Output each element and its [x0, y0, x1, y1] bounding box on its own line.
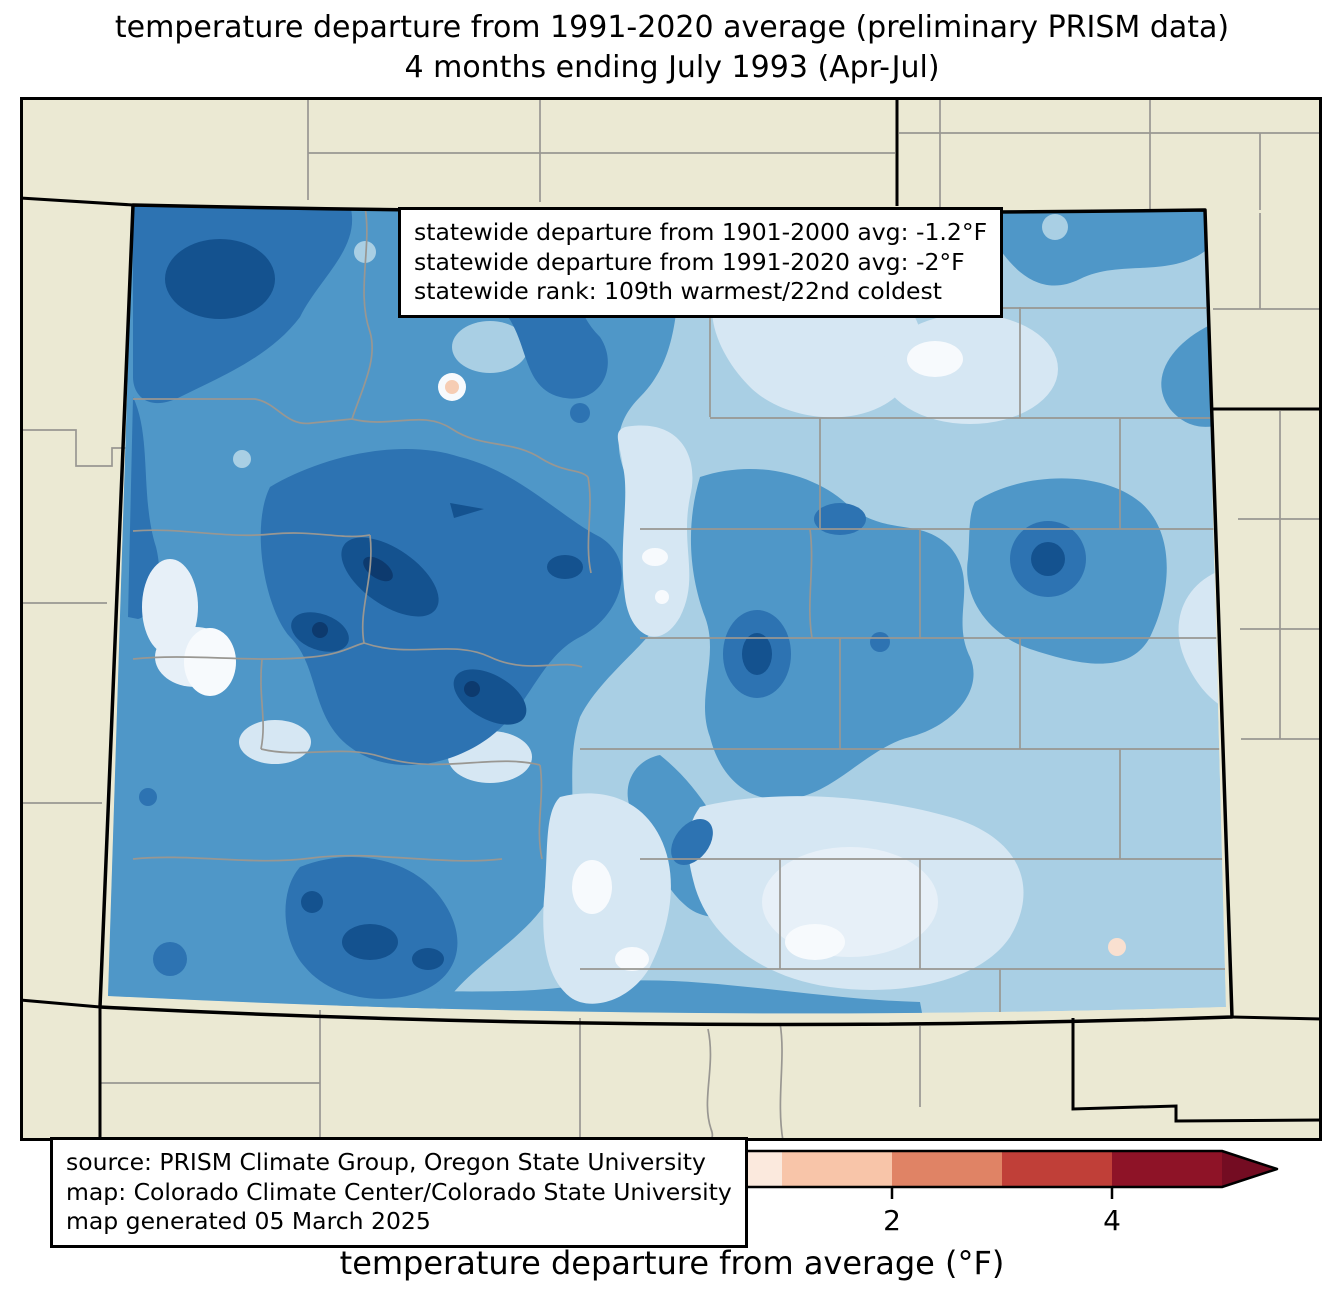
source-line-3: map generated 05 March 2025 — [66, 1207, 431, 1235]
neighbor-state-borders — [20, 97, 1322, 1141]
title-line-1: temperature departure from 1991-2020 ave… — [114, 10, 1230, 45]
source-attribution-box: source: PRISM Climate Group, Oregon Stat… — [50, 1137, 748, 1248]
fill-light-spots — [233, 214, 1068, 468]
map-plot-area: statewide departure from 1901-2000 avg: … — [20, 97, 1322, 1248]
stats-line-1: statewide departure from 1901-2000 avg: … — [414, 218, 988, 246]
colorbar-segment — [1002, 1151, 1113, 1187]
statewide-stats-box: statewide departure from 1901-2000 avg: … — [398, 207, 1004, 318]
colorbar-tick-label: 4 — [1103, 1204, 1121, 1237]
colorbar-segment — [1112, 1151, 1223, 1187]
outside-county-lines — [20, 97, 1322, 1141]
fill-near-white-spots — [184, 341, 963, 971]
warm-spot-southeast — [1108, 938, 1126, 956]
colorado-county-lines — [132, 206, 1226, 1014]
source-line-2: map: Colorado Climate Center/Colorado St… — [66, 1177, 732, 1206]
page-title: temperature departure from 1991-2020 ave… — [0, 8, 1344, 88]
colorbar-segment — [782, 1151, 893, 1187]
warm-anomaly-spots — [445, 380, 1126, 956]
stats-line-3: statewide rank: 109th warmest/22nd colde… — [414, 277, 942, 305]
title-line-2: 4 months ending July 1993 (Apr-Jul) — [404, 50, 940, 85]
colorbar-segment — [892, 1151, 1003, 1187]
colorbar-axis-label: temperature departure from average (°F) — [340, 1244, 1005, 1282]
source-line-1: source: PRISM Climate Group, Oregon Stat… — [66, 1148, 706, 1176]
temperature-field — [108, 205, 1226, 1014]
colorbar-over-arrow — [1222, 1151, 1277, 1187]
stats-line-2: statewide departure from 1991-2020 avg: … — [414, 247, 965, 276]
warm-spot-northwest — [445, 380, 459, 394]
colorbar-tick-label: 2 — [883, 1204, 901, 1237]
